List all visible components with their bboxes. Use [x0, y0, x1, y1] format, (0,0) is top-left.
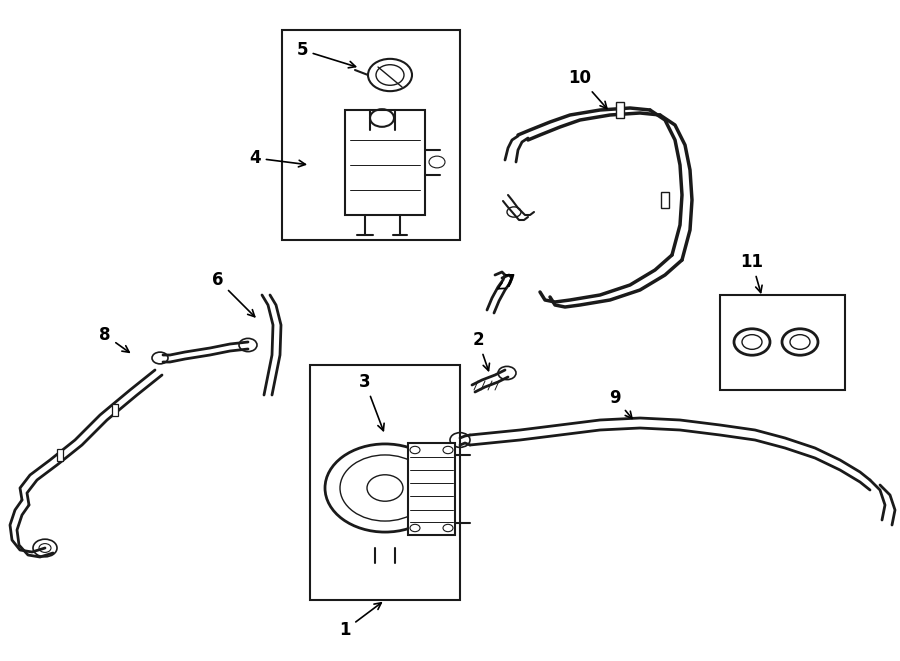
Text: 9: 9	[609, 389, 632, 418]
Text: 3: 3	[359, 373, 384, 431]
Text: 8: 8	[99, 326, 130, 352]
Text: 7: 7	[498, 273, 516, 291]
Bar	[112, 404, 118, 416]
Text: 5: 5	[296, 41, 356, 68]
Text: 6: 6	[212, 271, 255, 317]
Text: 11: 11	[741, 253, 763, 293]
Text: 4: 4	[249, 149, 305, 167]
Bar	[345, 110, 425, 215]
Text: 1: 1	[339, 603, 382, 639]
Text: 2: 2	[472, 331, 490, 371]
Bar	[408, 443, 455, 535]
Bar	[616, 102, 624, 118]
Bar	[57, 449, 63, 461]
Text: 10: 10	[569, 69, 607, 108]
Bar	[310, 365, 460, 600]
Bar	[661, 192, 669, 208]
Bar	[720, 295, 845, 390]
Bar	[282, 30, 460, 240]
